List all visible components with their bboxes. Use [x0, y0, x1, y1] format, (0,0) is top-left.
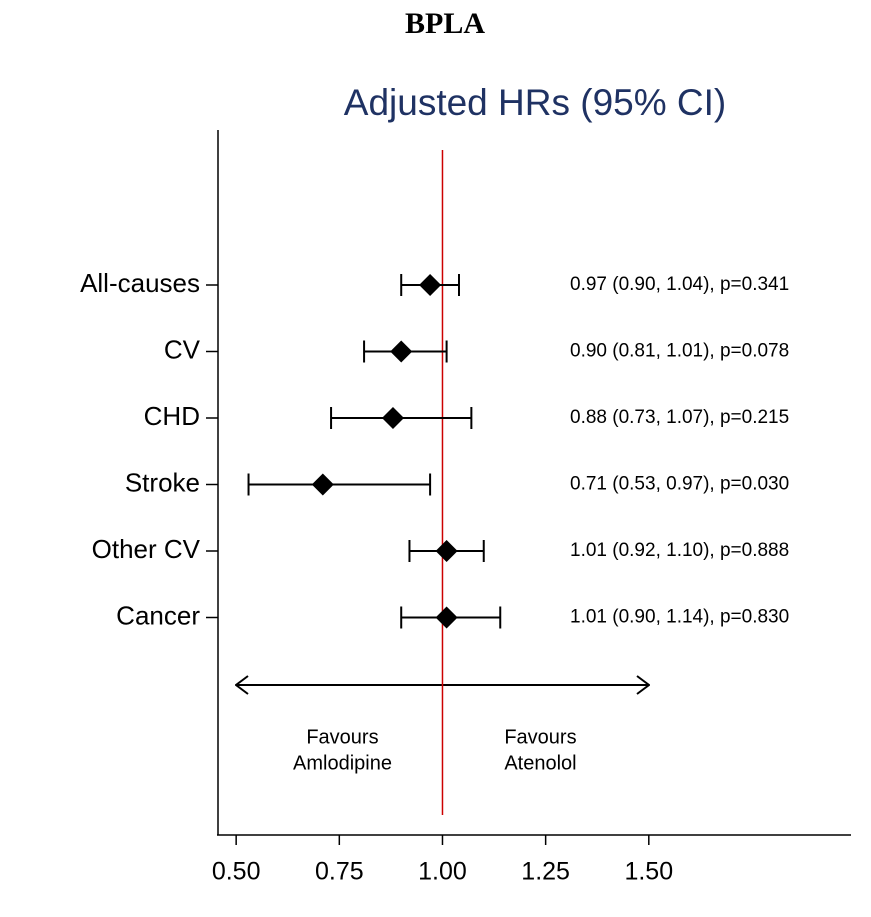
value-label: 1.01 (0.90, 1.14), p=0.830: [570, 607, 789, 628]
value-label: 0.71 (0.53, 0.97), p=0.030: [570, 474, 789, 495]
annotation: Atenolol: [504, 752, 576, 774]
y-tick-label: Cancer: [116, 600, 200, 630]
annotation: Favours: [504, 726, 576, 748]
value-label: 0.97 (0.90, 1.04), p=0.341: [570, 274, 789, 295]
estimate-marker: [419, 274, 442, 296]
x-tick-label: 1.50: [624, 858, 673, 886]
value-label: 1.01 (0.92, 1.10), p=0.888: [570, 540, 789, 561]
x-tick-label: 1.00: [418, 858, 467, 886]
x-tick-label: 1.25: [521, 858, 570, 886]
y-tick-label: Stroke: [125, 467, 200, 497]
estimate-marker: [311, 473, 334, 496]
annotation: Favours: [306, 726, 378, 748]
page-title: BPLA: [405, 7, 485, 40]
value-label: 0.90 (0.81, 1.01), p=0.078: [570, 341, 789, 362]
y-tick-label: All-causes: [80, 268, 200, 298]
estimate-marker: [381, 407, 404, 429]
chart-title: Adjusted HRs (95% CI): [344, 82, 726, 123]
x-tick-label: 0.50: [212, 858, 261, 886]
y-tick-label: CHD: [144, 401, 200, 431]
x-tick-label: 0.75: [315, 858, 364, 886]
value-label: 0.88 (0.73, 1.07), p=0.215: [570, 407, 789, 428]
y-tick-label: CV: [164, 334, 201, 364]
estimate-marker: [435, 606, 458, 629]
annotation: Amlodipine: [293, 752, 392, 774]
estimate-marker: [390, 340, 413, 363]
estimate-marker: [435, 540, 458, 562]
y-tick-label: Other CV: [92, 534, 201, 564]
